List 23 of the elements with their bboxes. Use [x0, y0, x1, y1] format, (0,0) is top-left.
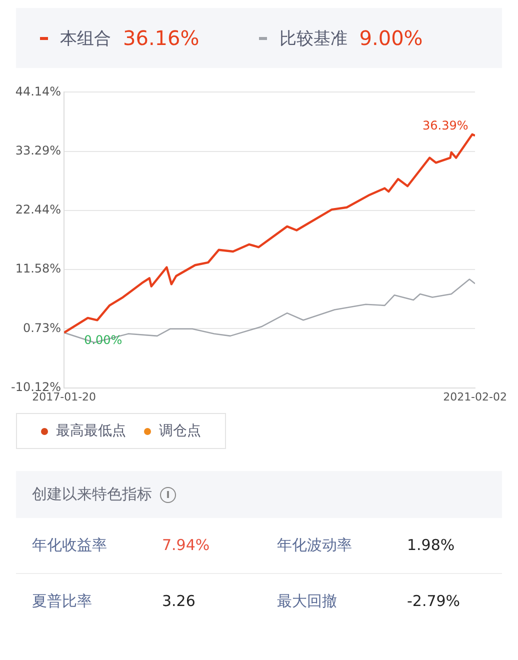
text: 最高最低点	[55, 422, 126, 440]
text: 夏普比率	[32, 592, 93, 611]
text: 年化收益率	[32, 536, 108, 555]
legend-label: 本组合	[60, 28, 111, 50]
text: 36.16%	[123, 26, 200, 50]
y-tick-label: 33.29%	[15, 143, 62, 158]
text: 创建以来特色指标	[32, 485, 152, 504]
legend-label: 比较基准	[279, 28, 348, 50]
text: -2.79%	[407, 592, 462, 611]
annotation: 36.39%	[422, 118, 468, 133]
text: 7.94%	[162, 536, 211, 555]
annotation: 0.00%	[84, 332, 122, 347]
text: 年化波动率	[277, 536, 353, 555]
text: 9.00%	[359, 26, 423, 50]
y-tick-label: 11.58%	[15, 262, 62, 276]
y-tick-label: 44.14%	[15, 84, 62, 98]
y-tick-label: 0.73%	[22, 320, 62, 335]
x-tick-label: 2021-02-02	[443, 390, 508, 404]
y-tick-label: 22.44%	[15, 202, 62, 217]
text: 3.26	[162, 592, 196, 611]
text: 1.98%	[407, 536, 456, 555]
text: 调仓点	[158, 422, 201, 440]
text: 最大回撤	[277, 592, 338, 611]
